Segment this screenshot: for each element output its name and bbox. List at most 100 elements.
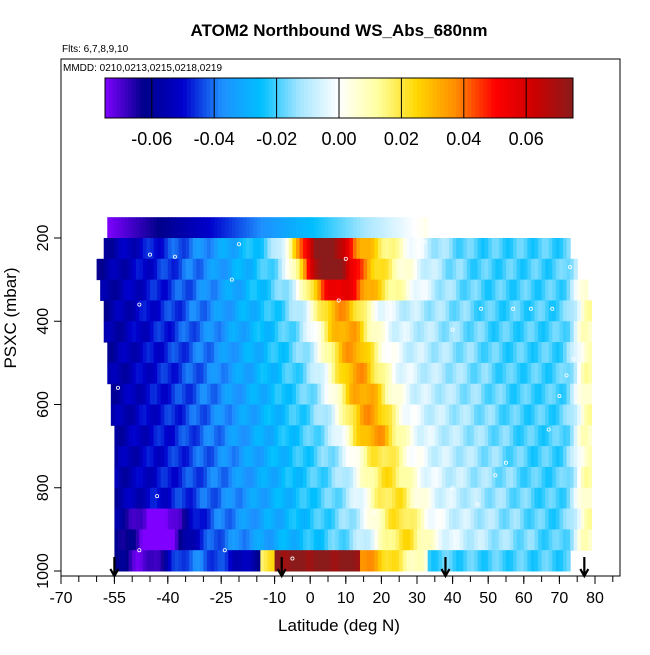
heatmap-cell [438,466,443,489]
heatmap-cell [167,383,172,405]
heatmap-cell [256,238,261,260]
heatmap-cell [377,238,382,260]
heatmap-cell [185,383,190,405]
heatmap-cell [502,404,507,426]
heatmap-cell [491,446,496,468]
heatmap-cell [285,529,290,551]
x-tick-label: 50 [479,590,497,607]
heatmap-cell [527,362,532,385]
heatmap-cell [363,466,368,489]
heatmap-cell [150,342,155,364]
colorbar-segment [198,78,203,118]
heatmap-cell [445,383,450,405]
heatmap-cell [274,508,279,530]
heatmap-cell [477,383,482,405]
heatmap-cell [420,550,425,572]
heatmap-cell [342,300,347,322]
heatmap-cell [392,342,397,364]
heatmap-cell [267,279,272,301]
heatmap-cell [313,258,318,281]
heatmap-cell [395,383,400,405]
heatmap-cell [395,217,400,239]
heatmap-cell [495,383,500,405]
heatmap-cell [559,425,564,447]
colorbar-segment [284,78,289,118]
heatmap-cell [317,238,322,260]
heatmap-cell [402,383,407,405]
heatmap-cell [552,258,557,281]
heatmap-cell [235,383,240,405]
heatmap-cell [477,321,482,343]
heatmap-cell [381,529,386,551]
heatmap-cell [367,279,372,301]
heatmap-cell [338,404,343,426]
heatmap-cell [488,425,493,447]
heatmap-cell [374,321,379,343]
heatmap-cell [449,362,454,385]
heatmap-cell [463,383,468,405]
heatmap-cell [545,508,550,530]
heatmap-cell [541,466,546,489]
heatmap-cell [360,508,365,530]
heatmap-cell [538,300,543,322]
heatmap-cell [328,529,333,551]
heatmap-cell [377,321,382,343]
heatmap-cell [121,383,126,405]
heatmap-cell [214,383,219,405]
heatmap-cell [587,300,593,322]
heatmap-cell [306,321,311,343]
heatmap-cell [146,238,151,260]
heatmap-cell [182,300,187,322]
heatmap-cell [331,487,336,510]
heatmap-cell [438,342,443,364]
heatmap-cell [142,404,148,426]
heatmap-cell [331,404,336,426]
heatmap-cell [274,404,279,426]
heatmap-cell [352,217,358,239]
heatmap-cell [406,404,411,426]
heatmap-cell [406,362,411,385]
heatmap-cell [292,342,297,364]
colorbar-segment [233,78,239,118]
heatmap-cell [477,425,482,447]
heatmap-cell [402,529,407,551]
heatmap-cell [206,508,212,530]
heatmap-cell [110,279,115,301]
heatmap-cell [189,487,194,510]
heatmap-cell [128,321,133,343]
heatmap-cell [573,321,578,343]
colorbar-segment [264,78,270,118]
heatmap-cell [513,342,518,364]
heatmap-cell [267,425,272,447]
heatmap-cell [171,487,176,510]
colorbar-tick-label: -0.02 [256,129,297,149]
heatmap-cell [534,466,539,489]
heatmap-cell [441,300,447,322]
heatmap-cell [431,508,436,530]
heatmap-cell [335,404,340,426]
heatmap-cell [313,238,318,260]
x-tick-label: 10 [337,590,355,607]
heatmap-cell [573,508,578,530]
heatmap-cell [274,238,279,260]
heatmap-cell [420,362,425,385]
heatmap-cell [228,425,233,447]
heatmap-cell [157,466,162,489]
heatmap-cell [392,321,397,343]
heatmap-cell [150,279,155,301]
heatmap-cell [157,279,162,301]
heatmap-cell [178,446,183,468]
heatmap-cell [267,258,272,281]
heatmap-cell [231,383,237,405]
y-tick-label: 800 [35,474,52,501]
heatmap-cell [566,529,571,551]
heatmap-cell [566,300,571,322]
heatmap-cell [263,508,269,530]
heatmap-cell [431,446,436,468]
heatmap-cell [520,550,525,572]
heatmap-cell [381,550,386,572]
heatmap-cell [523,258,528,281]
heatmap-cell [135,383,140,405]
heatmap-cell [520,258,525,281]
